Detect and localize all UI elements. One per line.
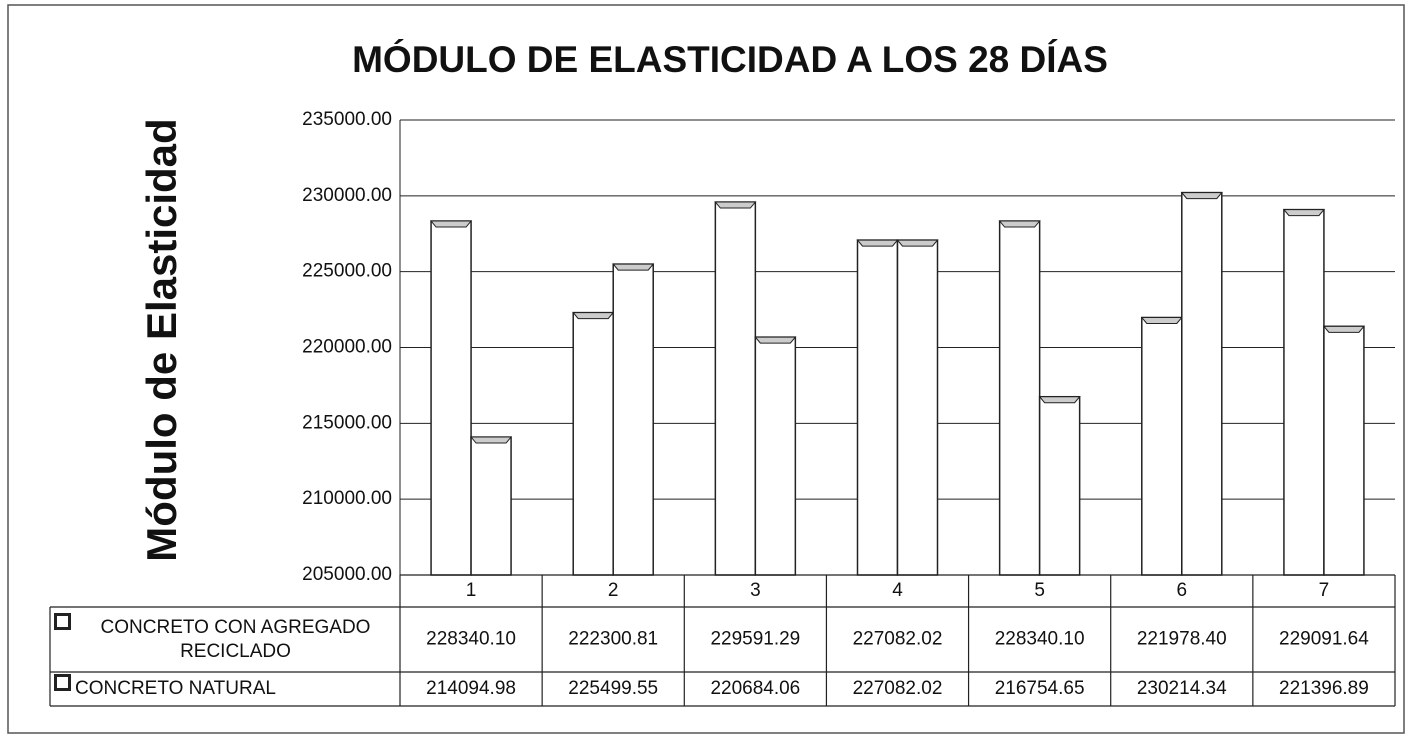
legend-label: CONCRETO CON AGREGADO RECICLADO xyxy=(100,616,371,662)
bar xyxy=(430,220,472,576)
bar-cap xyxy=(470,436,513,444)
x-tick-label: 5 xyxy=(1034,580,1045,601)
bar xyxy=(998,220,1041,576)
bar xyxy=(612,263,654,576)
bar-cap xyxy=(1180,192,1223,200)
x-tick-label: 1 xyxy=(466,580,477,601)
bar-cap xyxy=(998,220,1041,228)
bar-cap xyxy=(612,263,655,271)
data-label: 214094.98 xyxy=(426,678,516,699)
y-tick-label: 215000.00 xyxy=(302,412,392,433)
bar-cap xyxy=(1038,396,1081,404)
bar xyxy=(896,239,939,576)
data-label: 230214.34 xyxy=(1137,678,1227,699)
bar-cap xyxy=(754,336,797,344)
bar xyxy=(1141,316,1183,576)
x-tick-label: 3 xyxy=(750,580,761,601)
x-tick-label: 2 xyxy=(608,580,619,601)
bar xyxy=(470,436,512,576)
data-label: 229591.29 xyxy=(710,629,800,650)
chart-title: MÓDULO DE ELASTICIDAD A LOS 28 DÍAS xyxy=(352,38,1108,80)
bar-cap xyxy=(1282,209,1325,217)
bar-cap xyxy=(1322,325,1365,333)
bar-cap xyxy=(430,220,473,228)
bar-cap xyxy=(896,239,939,247)
y-axis-label: Módulo de Elasticidad xyxy=(138,118,185,561)
data-label: 221978.40 xyxy=(1137,629,1227,650)
y-tick-label: 210000.00 xyxy=(302,488,392,509)
bar xyxy=(1323,325,1365,576)
data-label: 229091.64 xyxy=(1279,629,1369,650)
y-tick-label: 205000.00 xyxy=(302,564,392,585)
bar-cap xyxy=(714,201,757,209)
bar xyxy=(856,239,899,576)
bar xyxy=(754,336,797,576)
y-tick-label: 220000.00 xyxy=(302,337,392,358)
legend-marker xyxy=(54,613,71,630)
bar xyxy=(1283,208,1325,576)
data-label: 216754.65 xyxy=(995,678,1085,699)
legend-label: CONCRETO NATURAL xyxy=(75,678,276,699)
data-label: 222300.81 xyxy=(568,629,658,650)
legend-entry: CONCRETO NATURAL xyxy=(54,672,396,706)
data-label: 221396.89 xyxy=(1279,678,1369,699)
bar-cap xyxy=(856,239,899,247)
bar xyxy=(572,311,614,576)
data-label: 227082.02 xyxy=(853,678,943,699)
x-tick-label: 6 xyxy=(1176,580,1187,601)
data-label: 227082.02 xyxy=(853,629,943,650)
data-label: 220684.06 xyxy=(710,678,800,699)
legend-entry: CONCRETO CON AGREGADO RECICLADO xyxy=(54,607,396,672)
bar xyxy=(1181,191,1223,576)
bar-cap xyxy=(572,312,615,320)
data-label: 228340.10 xyxy=(995,629,1085,650)
y-tick-label: 235000.00 xyxy=(302,109,392,130)
legend-cell: CONCRETO NATURAL xyxy=(54,672,396,706)
y-tick-label: 225000.00 xyxy=(302,261,392,282)
bar xyxy=(1038,395,1081,576)
bar-cap xyxy=(1140,316,1183,324)
bar xyxy=(714,201,757,576)
x-tick-label: 4 xyxy=(892,580,903,601)
legend-cell: CONCRETO CON AGREGADO RECICLADO xyxy=(54,607,396,672)
data-label: 228340.10 xyxy=(426,629,516,650)
legend-marker xyxy=(54,674,71,691)
y-tick-label: 230000.00 xyxy=(302,185,392,206)
data-label: 225499.55 xyxy=(568,678,658,699)
x-tick-label: 7 xyxy=(1319,580,1330,601)
